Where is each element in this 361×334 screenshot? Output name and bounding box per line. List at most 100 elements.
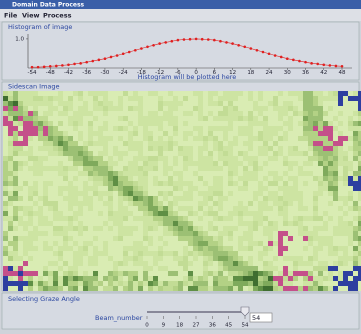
image-pixel: [203, 276, 208, 281]
menu-item[interactable]: Process: [43, 12, 72, 20]
image-pixel: [213, 131, 218, 136]
image-pixel: [103, 206, 108, 211]
image-pixel: [78, 96, 83, 101]
image-pixel: [288, 201, 293, 206]
image-pixel: [278, 266, 283, 271]
image-pixel: [188, 236, 193, 241]
image-pixel: [318, 126, 323, 131]
image-pixel: [263, 136, 268, 141]
image-pixel: [203, 96, 208, 101]
image-pixel: [148, 116, 153, 121]
image-pixel: [88, 186, 93, 191]
image-pixel: [138, 261, 143, 266]
histogram-point: [341, 65, 344, 68]
image-pixel: [323, 106, 328, 111]
image-pixel: [263, 156, 268, 161]
image-pixel: [193, 246, 198, 251]
image-pixel: [153, 121, 158, 126]
image-pixel: [303, 246, 308, 251]
image-pixel: [33, 266, 38, 271]
image-pixel: [68, 136, 73, 141]
image-pixel: [28, 201, 33, 206]
image-pixel: [133, 106, 138, 111]
image-pixel: [183, 151, 188, 156]
image-pixel: [223, 281, 228, 286]
image-pixel: [58, 206, 63, 211]
menu-item[interactable]: File: [4, 12, 18, 20]
value-field-text[interactable]: 54: [252, 314, 260, 322]
image-pixel: [103, 196, 108, 201]
image-pixel: [43, 256, 48, 261]
image-pixel: [158, 246, 163, 251]
image-pixel: [273, 91, 278, 96]
image-pixel: [238, 216, 243, 221]
image-pixel: [208, 121, 213, 126]
x-tick-label: -12: [155, 70, 164, 76]
image-pixel: [303, 136, 308, 141]
histogram-point: [280, 56, 283, 59]
image-pixel: [333, 101, 338, 106]
image-pixel: [148, 96, 153, 101]
image-pixel: [263, 226, 268, 231]
slider-tick-label: 54: [242, 323, 249, 329]
image-pixel: [193, 201, 198, 206]
image-pixel: [78, 151, 83, 156]
image-pixel: [203, 106, 208, 111]
image-pixel: [178, 231, 183, 236]
image-pixel: [8, 176, 13, 181]
image-pixel: [168, 246, 173, 251]
image-pixel: [348, 221, 353, 226]
image-pixel: [223, 251, 228, 256]
image-pixel: [238, 256, 243, 261]
image-pixel: [243, 276, 248, 281]
image-pixel: [343, 156, 348, 161]
image-pixel: [238, 191, 243, 196]
image-pixel: [203, 91, 208, 96]
image-pixel: [343, 116, 348, 121]
image-pixel: [223, 96, 228, 101]
image-pixel: [243, 261, 248, 266]
image-pixel: [188, 251, 193, 256]
image-pixel: [288, 271, 293, 276]
image-pixel: [153, 196, 158, 201]
image-pixel: [33, 261, 38, 266]
image-pixel: [98, 141, 103, 146]
x-axis-label: Histogram will be plotted here: [138, 73, 237, 81]
image-pixel: [13, 261, 18, 266]
menu-item[interactable]: View: [22, 12, 40, 20]
image-pixel: [13, 211, 18, 216]
image-pixel: [183, 96, 188, 101]
image-pixel: [178, 161, 183, 166]
image-pixel: [133, 151, 138, 156]
image-pixel: [53, 91, 58, 96]
image-pixel: [243, 216, 248, 221]
image-pixel: [248, 271, 253, 276]
image-pixel: [293, 196, 298, 201]
image-pixel: [298, 126, 303, 131]
image-pixel: [283, 96, 288, 101]
image-pixel: [288, 216, 293, 221]
image-pixel: [293, 221, 298, 226]
image-pixel: [43, 121, 48, 126]
image-pixel: [78, 206, 83, 211]
image-pixel: [73, 176, 78, 181]
image-pixel: [103, 226, 108, 231]
image-pixel: [203, 271, 208, 276]
image-pixel: [243, 231, 248, 236]
histogram-point: [335, 65, 338, 68]
image-pixel: [328, 121, 333, 126]
image-pixel: [258, 111, 263, 116]
image-pixel: [23, 186, 28, 191]
image-pixel: [338, 171, 343, 176]
image-pixel: [168, 216, 173, 221]
image-pixel: [223, 221, 228, 226]
image-pixel: [8, 131, 13, 136]
image-pixel: [3, 231, 8, 236]
image-pixel: [248, 171, 253, 176]
image-pixel: [263, 101, 268, 106]
image-pixel: [113, 221, 118, 226]
image-pixel: [278, 271, 283, 276]
image-pixel: [58, 96, 63, 101]
image-pixel: [8, 286, 13, 291]
image-pixel: [273, 191, 278, 196]
